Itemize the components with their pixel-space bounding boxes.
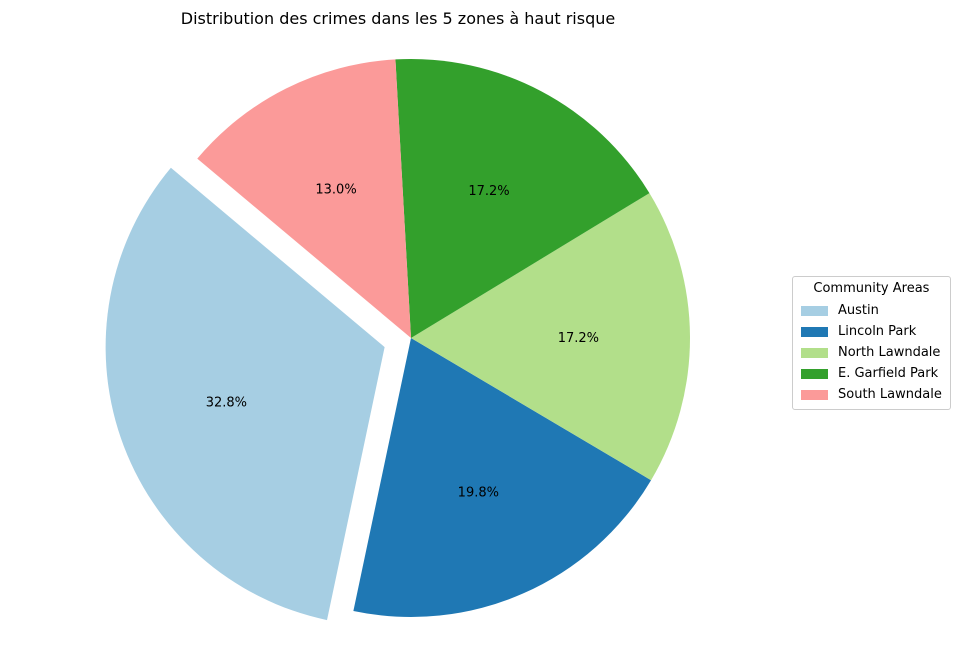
slice-percent-label: 13.0%	[315, 182, 356, 197]
legend-swatch	[801, 305, 828, 316]
slice-percent-label: 17.2%	[558, 331, 599, 346]
legend: Community Areas Austin Lincoln Park North …	[792, 276, 951, 410]
pie-labels: 32.8% 19.8% 17.2% 17.2% 13.0%	[206, 182, 599, 500]
legend-item: North Lawndale	[801, 342, 942, 363]
legend-label: South Lawndale	[838, 387, 942, 402]
legend-swatch	[801, 347, 828, 358]
legend-swatch	[801, 389, 828, 400]
legend-label: Lincoln Park	[838, 324, 917, 339]
legend-title: Community Areas	[813, 281, 930, 296]
legend-swatch	[801, 326, 828, 337]
slice-percent-label: 32.8%	[206, 396, 247, 411]
legend-item: South Lawndale	[801, 384, 942, 405]
pie-slice-lincoln-park	[353, 338, 652, 617]
legend-item: E. Garfield Park	[801, 363, 942, 384]
chart-title: Distribution des crimes dans les 5 zones…	[181, 9, 615, 28]
legend-item: Lincoln Park	[801, 321, 942, 342]
legend-item: Austin	[801, 300, 942, 321]
pie-slice-austin	[105, 167, 385, 621]
pie-slice-south-lawndale	[197, 59, 411, 338]
pie-slice-north-lawndale	[411, 193, 690, 481]
pie-slices	[105, 58, 690, 621]
legend-items: Austin Lincoln Park North Lawndale E. Garfi…	[801, 300, 942, 405]
slice-percent-label: 19.8%	[458, 485, 499, 500]
legend-label: North Lawndale	[838, 345, 941, 360]
slice-percent-label: 17.2%	[468, 184, 509, 199]
pie-slice-e-garfield-park	[395, 58, 650, 338]
legend-swatch	[801, 368, 828, 379]
legend-label: E. Garfield Park	[838, 366, 939, 381]
legend-label: Austin	[838, 303, 879, 318]
